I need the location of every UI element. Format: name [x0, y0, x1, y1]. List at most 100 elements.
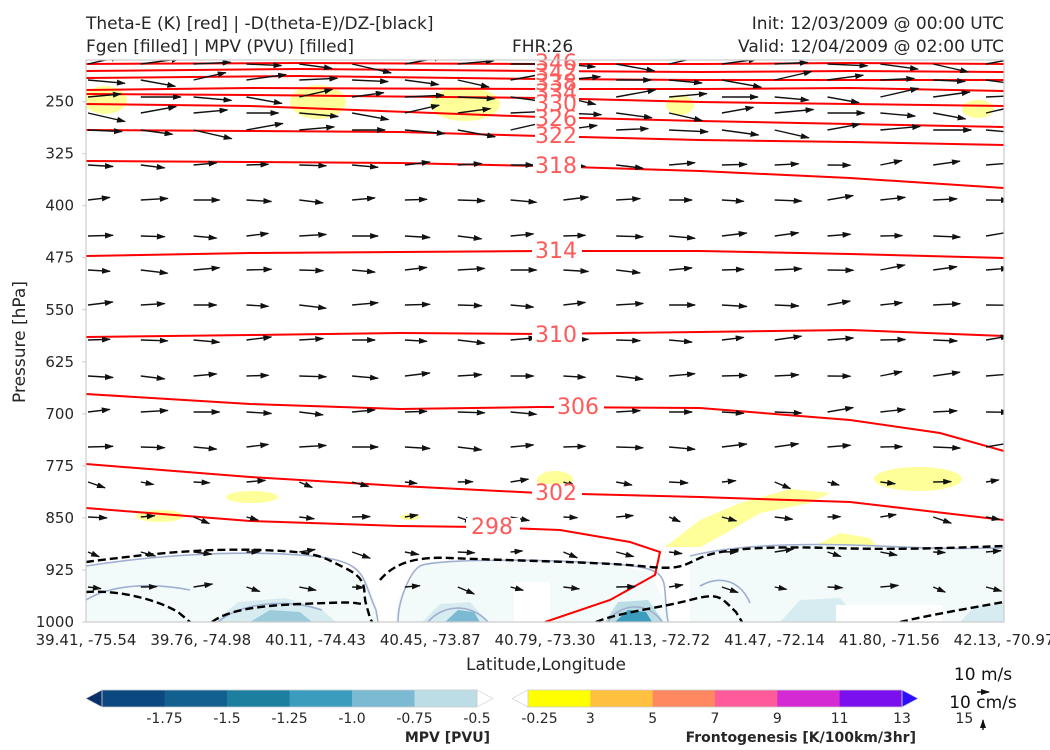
wind-vector-arrow: [616, 112, 653, 120]
wind-vector-arrow: [774, 60, 809, 66]
colorbar-tick-label: -1.75: [146, 711, 182, 727]
wind-vector-arrow: [140, 129, 174, 137]
colorbar-tick-label: -0.75: [396, 711, 432, 727]
wind-vector-arrow: [616, 88, 657, 98]
wind-vector-arrow: [774, 230, 800, 237]
y-tick-label: 625: [45, 353, 74, 371]
wind-vector-arrow: [87, 299, 114, 306]
theta-e-contour-label: 330: [535, 92, 577, 117]
mpv-contour-line: [427, 607, 489, 622]
wind-vector-arrow: [933, 196, 959, 203]
wind-vector-arrow: [352, 268, 376, 275]
wind-vector-arrow: [404, 337, 428, 344]
colorbar-tick-label: 5: [648, 711, 657, 727]
wind-vector-arrow: [193, 160, 218, 167]
wind-vector-arrow: [246, 121, 284, 131]
x-tick-label: 40.11, -74.43: [265, 631, 366, 649]
wind-vector-arrow: [721, 105, 755, 114]
wind-vector-arrow: [721, 197, 745, 204]
wind-vector-arrow: [563, 268, 590, 275]
wind-vector-arrow: [827, 442, 852, 449]
wind-vector-arrow: [404, 513, 419, 520]
wind-vector-arrow: [827, 96, 860, 105]
wind-vector-arrow: [457, 302, 483, 309]
wind-vector-arrow: [299, 410, 325, 417]
wind-vector-arrow: [404, 159, 431, 166]
mpv-fill-area: [690, 544, 1004, 622]
frontogenesis-fill-area: [665, 489, 830, 547]
wind-vector-arrow: [563, 373, 587, 380]
wind-vector-arrow: [880, 63, 919, 71]
colorbar-segment: [352, 690, 415, 707]
colorbar-extend-high: [476, 689, 494, 708]
wind-vector-arrow: [985, 229, 1004, 237]
wind-vector-arrow: [827, 405, 855, 413]
wind-vector-arrow: [827, 73, 865, 81]
contour-label-bg: [533, 158, 581, 177]
contour-label-bg: [532, 326, 582, 346]
colorbar-tick-label: 15: [955, 711, 973, 727]
wind-vector-arrow: [299, 231, 328, 238]
colorbar-tick-label: 3: [586, 711, 595, 727]
wind-vector-arrow: [616, 300, 645, 307]
wind-vector-arrow: [616, 164, 644, 171]
wind-vector-arrow: [827, 480, 841, 486]
wind-vector-arrow: [880, 550, 898, 557]
wind-vector-arrow: [404, 408, 428, 415]
wind-vector-arrow: [933, 63, 970, 74]
wind-vector-arrow: [933, 301, 962, 308]
wind-vector-arrow: [404, 583, 421, 590]
wind-vector-arrow: [827, 299, 852, 306]
wind-vector-arrow: [404, 104, 441, 114]
wind-vector-arrow: [510, 477, 530, 484]
wind-vector-arrow: [774, 197, 803, 204]
colorbar-tick-label: 7: [711, 711, 720, 727]
colorbar-segment: [414, 690, 478, 707]
wind-vector-arrow: [933, 549, 947, 556]
contour-label-bg: [554, 398, 604, 418]
wind-vector-arrow: [87, 232, 114, 239]
wind-vector-arrow: [404, 234, 431, 241]
wind-vector-arrow: [668, 60, 707, 65]
wind-vector-arrow: [246, 231, 270, 238]
wind-vector-arrow: [299, 547, 317, 554]
wind-vector-arrow: [880, 407, 907, 414]
colorbar-segment: [839, 690, 903, 707]
x-tick-label: 42.13, -70.97: [954, 631, 1050, 649]
wind-vector-arrow: [352, 78, 390, 85]
wind-vector-arrow: [246, 586, 261, 593]
wind-vector-arrow: [404, 79, 440, 87]
wind-vector-arrow: [246, 515, 260, 521]
wind-vector-arrow: [774, 107, 815, 114]
wind-vector-arrow: [299, 373, 328, 380]
wind-vector-arrow: [352, 90, 385, 98]
wind-vector-arrow: [299, 198, 325, 205]
wind-vector-arrow: [87, 267, 111, 274]
colorbar-title: Frontogenesis [K/100km/3hr]: [686, 730, 916, 746]
wind-vector-arrow: [669, 338, 693, 345]
colorbar-segment: [289, 690, 353, 707]
wind-vector-arrow: [299, 514, 316, 521]
x-tick-label: 39.76, -74.98: [150, 631, 251, 649]
wind-vector-arrow: [140, 374, 166, 381]
vector-key-vertical-label: 10 cm/s: [949, 693, 1017, 713]
wind-vector-arrow: [721, 335, 745, 342]
colorbar-segment: [227, 690, 290, 707]
wind-vector-arrow: [774, 129, 810, 139]
wind-vector-arrow: [721, 266, 745, 273]
wind-vector-arrow: [510, 198, 538, 205]
wind-vector-arrow: [985, 108, 1004, 114]
wind-vector-arrow: [404, 265, 428, 272]
wind-vector-arrow: [510, 442, 535, 449]
mpv-contour-line: [86, 584, 191, 601]
wind-vector-arrow: [457, 265, 486, 272]
blank-area: [836, 605, 942, 622]
y-tick-label: 400: [45, 197, 74, 215]
x-tick-label: 41.13, -72.72: [609, 631, 710, 649]
colorbar-extend-low: [511, 689, 529, 708]
wind-vector-arrow: [880, 75, 916, 82]
wind-vector-arrow: [246, 334, 273, 341]
wind-vector-arrow: [880, 87, 920, 98]
wind-vector-arrow: [193, 71, 227, 81]
